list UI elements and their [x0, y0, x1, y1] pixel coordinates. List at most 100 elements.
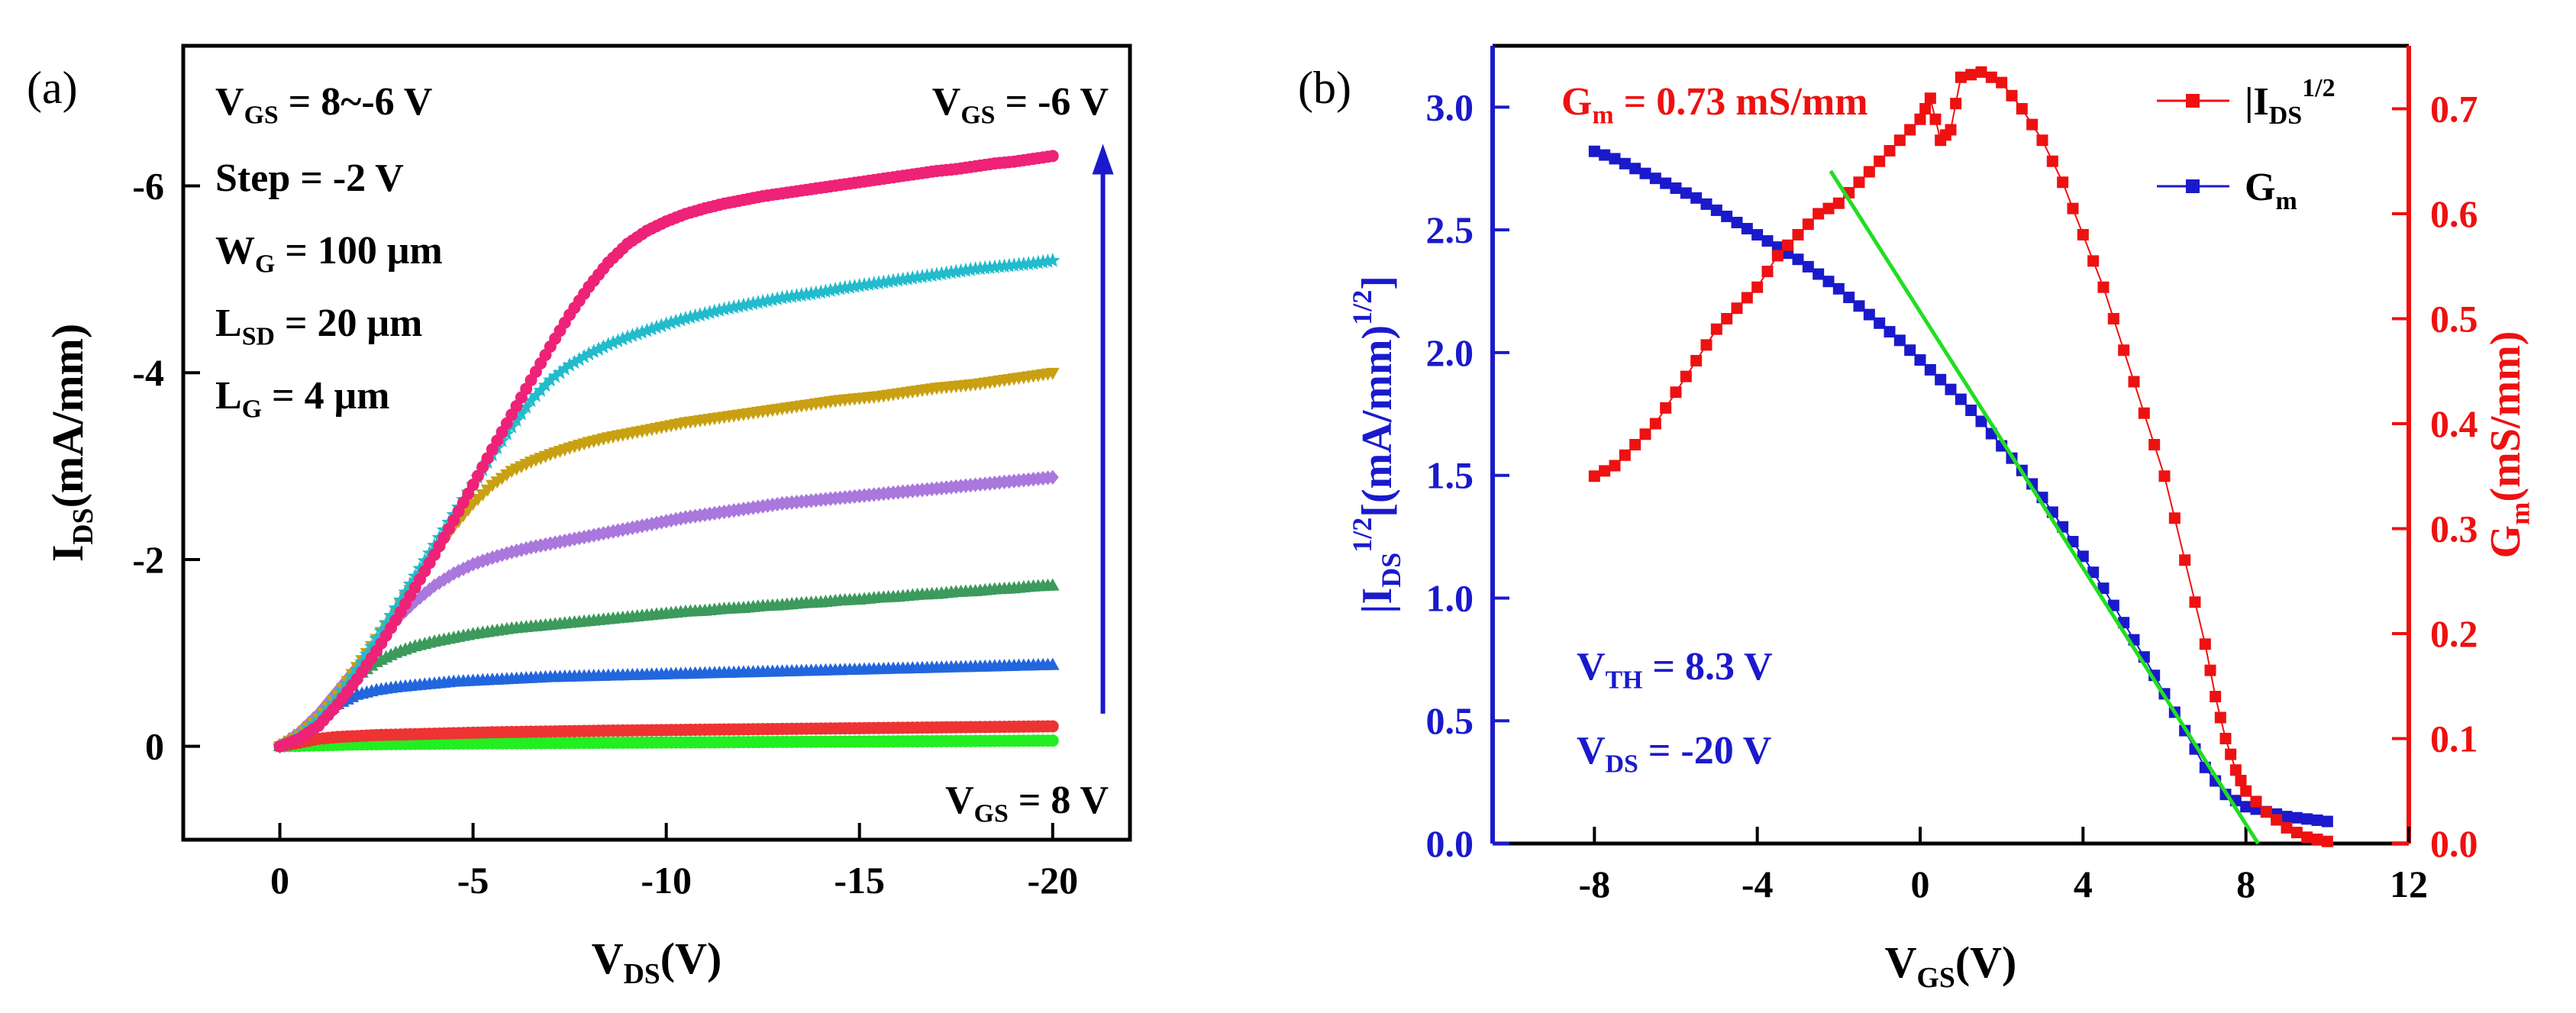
data-point [1792, 229, 1804, 240]
data-point [697, 305, 713, 321]
y-left-tick-label: 1.0 [1426, 576, 1474, 619]
data-point [1721, 210, 1733, 222]
data-point [2321, 835, 2333, 847]
data-point [644, 321, 660, 336]
data-point [2168, 512, 2181, 524]
data-point [581, 346, 597, 361]
data-point [1588, 145, 1600, 157]
data-point [774, 290, 790, 305]
data-point [2097, 281, 2110, 293]
data-point [596, 339, 612, 353]
x-tick-label-b: 4 [2074, 863, 2093, 905]
data-point [629, 326, 645, 340]
data-point [1609, 153, 1621, 165]
x-axis-label-b: VGS(V) [1885, 937, 2017, 994]
data-point [1731, 302, 1743, 315]
data-point [909, 269, 925, 284]
data-point [1802, 218, 1814, 231]
data-point [407, 568, 423, 583]
data-point [789, 288, 805, 302]
data-point [1670, 182, 1682, 194]
data-point [857, 277, 872, 292]
data-point [2214, 711, 2226, 724]
data-point [1046, 150, 1059, 163]
y-left-tick-label: 2.0 [1426, 331, 1474, 374]
data-point [944, 264, 959, 279]
data-point [982, 260, 998, 274]
data-point [462, 559, 475, 574]
data-point [2189, 596, 2201, 608]
data-point [1670, 386, 1682, 398]
data-point [423, 582, 436, 597]
data-point [1975, 415, 1987, 427]
data-point [1792, 253, 1804, 266]
legend-item-0: |IDS1/2 [2245, 74, 2336, 130]
data-point [736, 297, 751, 312]
y-right-tick-label: 0.7 [2430, 88, 2478, 131]
data-point [996, 258, 1012, 273]
data-point [1690, 192, 1703, 204]
data-point [770, 291, 786, 305]
data-point [808, 285, 824, 300]
data-point [2250, 795, 2262, 808]
data-point [2204, 664, 2216, 676]
data-point [369, 631, 384, 646]
data-point [658, 316, 674, 331]
data-point [523, 392, 539, 408]
data-point [2107, 313, 2119, 324]
data-point [1660, 177, 1672, 189]
data-point [745, 295, 761, 311]
data-point [2210, 691, 2222, 702]
data-point [1771, 241, 1784, 253]
y-tick-label-a: 0 [145, 725, 164, 768]
data-point [1700, 198, 1712, 210]
data-point [567, 354, 583, 369]
data-point [1874, 317, 1886, 329]
data-point [1045, 578, 1060, 591]
data-point [591, 341, 606, 356]
data-point [895, 271, 911, 286]
data-point [1863, 308, 1875, 321]
data-point [1045, 367, 1060, 380]
data-point [428, 578, 441, 593]
data-point [586, 344, 602, 359]
data-point [1639, 167, 1651, 179]
data-point [2240, 785, 2252, 797]
x-tick-label-b: -4 [1742, 863, 1774, 905]
data-point [528, 387, 544, 402]
data-point [1924, 92, 1936, 105]
data-point [363, 638, 379, 653]
data-point [1863, 166, 1875, 178]
data-point [837, 279, 853, 295]
data-point [1904, 124, 1916, 136]
data-point [663, 315, 679, 330]
data-point [2138, 407, 2150, 419]
data-point [354, 653, 370, 669]
legend-item-1: Gm [2245, 166, 2297, 215]
data-point [963, 261, 979, 276]
data-point [402, 576, 418, 591]
data-point [378, 615, 394, 631]
data-point [2281, 821, 2293, 834]
x-tick-label-a: -5 [457, 859, 489, 902]
data-point [1802, 260, 1814, 273]
data-point [1741, 292, 1753, 304]
y-right-tick-label: 0.6 [2430, 192, 2478, 235]
data-point [871, 275, 886, 290]
data-point [392, 592, 408, 607]
data-point [851, 278, 867, 292]
x-tick-label-a: -20 [1027, 859, 1078, 902]
data-point [1965, 69, 1977, 81]
data-point [876, 274, 892, 289]
data-point [1599, 465, 1611, 477]
annotation-a-1: Step = -2 V [215, 156, 404, 200]
data-point [751, 295, 766, 309]
data-point [2097, 582, 2110, 595]
callout-vgs-bottom: VGS = 8 V [945, 779, 1109, 827]
data-point [1884, 326, 1896, 338]
callout-vgs-top: VGS = -6 V [932, 80, 1109, 129]
series-7 [273, 150, 1059, 753]
data-point [678, 310, 693, 325]
data-point [716, 301, 732, 316]
x-tick-label-a: -10 [641, 859, 692, 902]
